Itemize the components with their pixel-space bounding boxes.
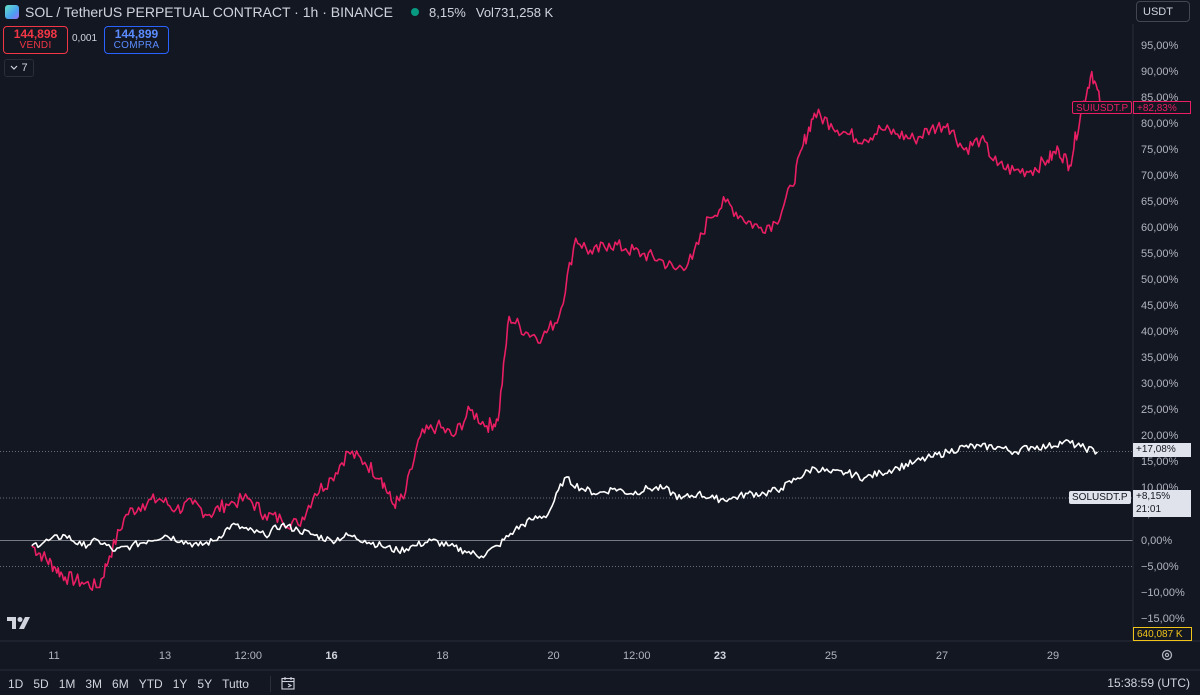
y-tick-label: 60,00% [1141, 221, 1179, 234]
y-tick-label: 55,00% [1141, 247, 1179, 260]
footer-divider [270, 676, 271, 692]
y-tick-label: 50,00% [1141, 274, 1179, 286]
spread-value: 0,001 [72, 33, 98, 44]
market-status-icon [411, 8, 419, 16]
y-tick-label: 35,00% [1141, 352, 1179, 365]
x-tick-label: 25 [824, 650, 838, 662]
range-1m[interactable]: 1M [58, 676, 76, 691]
volume-value-label: 640,087 K [1133, 627, 1192, 641]
tradingview-logo[interactable] [7, 616, 31, 635]
buy-label: COMPRA [113, 40, 160, 51]
series-line-solusdtp[interactable] [31, 439, 1098, 559]
x-tick-label: 12:00 [234, 650, 263, 662]
sol-value: +8,15% [1136, 491, 1171, 502]
x-tick-label: 16 [325, 650, 338, 662]
calendar-icon[interactable] [281, 676, 295, 690]
y-tick-label: 70,00% [1141, 169, 1179, 182]
chart-header: SOL / TetherUS PERPETUAL CONTRACT · 1h ·… [0, 0, 553, 24]
x-tick-label: 13 [158, 650, 172, 662]
range-1y[interactable]: 1Y [172, 676, 188, 691]
y-tick-label: 65,00% [1141, 195, 1179, 208]
gear-icon[interactable] [1160, 648, 1174, 662]
y-tick-label: −15,00% [1141, 612, 1185, 625]
y-tick-label: 0,00% [1141, 534, 1173, 547]
y-tick-label: 95,00% [1141, 39, 1179, 52]
y-tick-label: 45,00% [1141, 300, 1179, 313]
timeframe-bar: 1D 5D 1M 3M 6M YTD 1Y 5Y Tutto [0, 672, 1200, 695]
y-tick-label: 30,00% [1141, 378, 1179, 391]
buy-price: 144,899 [114, 27, 159, 41]
symbol-title[interactable]: SOL / TetherUS PERPETUAL CONTRACT · 1h ·… [25, 4, 393, 20]
buy-button[interactable]: 144,899 COMPRA [104, 26, 169, 54]
range-3m[interactable]: 3M [85, 676, 103, 691]
indicators-toggle-button[interactable]: 7 [4, 59, 34, 77]
x-tick-label: 23 [713, 650, 727, 662]
range-1d[interactable]: 1D [8, 676, 24, 691]
sol-value-label: +8,15% 21:01 [1133, 490, 1191, 517]
y-tick-label: 40,00% [1141, 326, 1179, 339]
y-tick-label: 90,00% [1141, 65, 1179, 78]
range-all[interactable]: Tutto [222, 676, 249, 691]
reference-value-label: +17,08% [1133, 443, 1191, 457]
sell-price: 144,898 [13, 27, 58, 41]
volume-readout: Vol731,258 K [475, 4, 554, 20]
x-tick-label: 27 [935, 650, 949, 662]
y-tick-label: 25,00% [1141, 404, 1179, 417]
sell-button[interactable]: 144,898 VENDI [3, 26, 68, 54]
sol-symbol-label[interactable]: SOLUSDT.P [1069, 491, 1131, 504]
y-tick-label: 20,00% [1141, 430, 1179, 443]
y-tick-label: 85,00% [1141, 91, 1179, 104]
x-tick-label: 12:00 [622, 650, 651, 662]
sell-label: VENDI [19, 40, 52, 51]
y-tick-label: 15,00% [1141, 456, 1179, 469]
range-ytd[interactable]: YTD [138, 676, 163, 691]
series-line-suiusdtp[interactable] [31, 70, 1104, 592]
chevron-down-icon [11, 65, 18, 70]
y-tick-label: 75,00% [1141, 143, 1179, 156]
price-change: 8,15% [429, 4, 466, 20]
sui-value-label: +82,83% [1133, 101, 1191, 114]
range-5d[interactable]: 5D [33, 676, 49, 691]
range-5y[interactable]: 5Y [197, 676, 213, 691]
sol-countdown: 21:01 [1136, 504, 1162, 515]
symbol-logo-icon [5, 5, 19, 19]
range-6m[interactable]: 6M [112, 676, 129, 691]
y-tick-label: 80,00% [1141, 117, 1179, 130]
utc-clock[interactable]: 15:38:59 (UTC) [1107, 676, 1190, 690]
tradingview-logo-icon [7, 617, 30, 629]
x-tick-label: 29 [1046, 650, 1060, 662]
sui-symbol-label[interactable]: SUIUSDT.P [1072, 101, 1133, 114]
x-tick-label: 11 [48, 650, 60, 662]
currency-select[interactable]: USDT [1136, 1, 1190, 22]
y-tick-label: −10,00% [1141, 586, 1185, 599]
x-tick-label: 18 [436, 650, 449, 662]
y-tick-label: −5,00% [1141, 560, 1179, 573]
indicators-count: 7 [21, 62, 28, 74]
x-tick-label: 20 [547, 650, 560, 662]
